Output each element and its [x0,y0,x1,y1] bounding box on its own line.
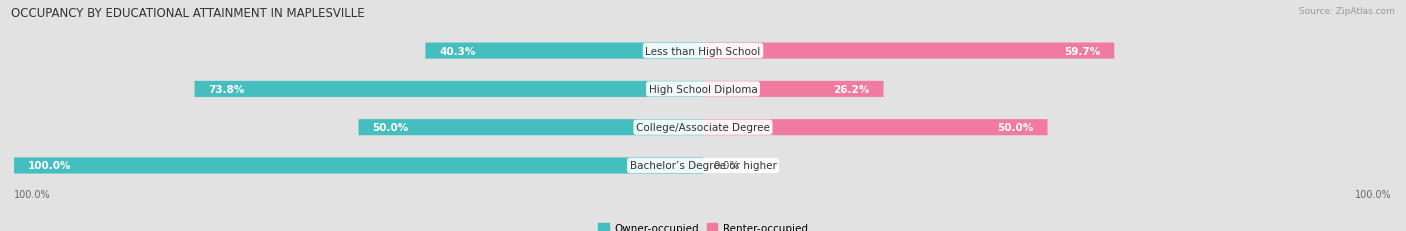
Legend: Owner-occupied, Renter-occupied: Owner-occupied, Renter-occupied [599,223,807,231]
Text: OCCUPANCY BY EDUCATIONAL ATTAINMENT IN MAPLESVILLE: OCCUPANCY BY EDUCATIONAL ATTAINMENT IN M… [11,7,366,20]
FancyBboxPatch shape [0,56,1406,231]
Text: 0.0%: 0.0% [713,161,740,171]
FancyBboxPatch shape [426,43,703,59]
Text: Bachelor’s Degree or higher: Bachelor’s Degree or higher [630,161,776,171]
FancyBboxPatch shape [703,82,883,97]
Text: 50.0%: 50.0% [997,123,1033,133]
FancyBboxPatch shape [703,43,1115,59]
FancyBboxPatch shape [703,120,1047,136]
Text: 100.0%: 100.0% [28,161,72,171]
Text: 100.0%: 100.0% [14,189,51,199]
Text: Less than High School: Less than High School [645,46,761,56]
Text: 59.7%: 59.7% [1064,46,1101,56]
FancyBboxPatch shape [359,120,703,136]
Text: 100.0%: 100.0% [1355,189,1392,199]
Text: 73.8%: 73.8% [208,85,245,94]
FancyBboxPatch shape [0,0,1406,161]
Text: 40.3%: 40.3% [439,46,475,56]
Text: Source: ZipAtlas.com: Source: ZipAtlas.com [1299,7,1395,16]
Text: College/Associate Degree: College/Associate Degree [636,123,770,133]
Text: 26.2%: 26.2% [834,85,870,94]
FancyBboxPatch shape [0,0,1406,200]
FancyBboxPatch shape [194,82,703,97]
Text: 50.0%: 50.0% [373,123,409,133]
Text: High School Diploma: High School Diploma [648,85,758,94]
FancyBboxPatch shape [14,158,703,174]
FancyBboxPatch shape [0,17,1406,231]
